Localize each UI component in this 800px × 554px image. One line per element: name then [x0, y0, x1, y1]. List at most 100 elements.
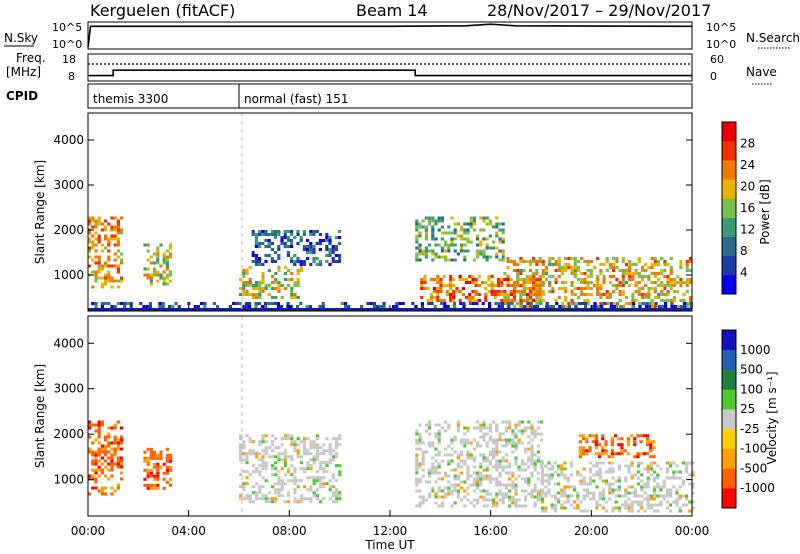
echo-cell: [162, 261, 166, 265]
echo-cell: [162, 471, 166, 475]
echo-cell: [444, 420, 448, 424]
echo-cell: [258, 485, 262, 489]
echo-cell: [91, 285, 95, 289]
echo-cell: [274, 296, 278, 299]
echo-cell: [513, 281, 517, 284]
echo-cell: [628, 260, 632, 263]
echo-cell: [490, 290, 494, 293]
echo-cell: [290, 440, 294, 444]
echo-cell: [508, 438, 512, 442]
echo-cell: [516, 275, 520, 278]
echo-cell: [620, 446, 624, 450]
echo-cell: [158, 302, 162, 305]
echo-cell: [592, 266, 597, 269]
echo-cell: [512, 296, 517, 299]
echo-cell: [548, 281, 552, 284]
colorbar-tick-label: 4: [740, 266, 748, 280]
echo-cell: [485, 258, 489, 262]
echo-cell: [424, 498, 428, 502]
echo-cell: [104, 459, 108, 463]
echo-cell: [251, 230, 255, 233]
echo-cell: [312, 251, 316, 254]
echo-cell: [525, 305, 529, 308]
echo-cell: [643, 491, 647, 495]
echo-cell: [533, 483, 537, 487]
echo-cell: [293, 293, 297, 296]
echo-cell: [611, 488, 615, 492]
echo-cell: [608, 482, 612, 486]
echo-cell: [461, 293, 465, 296]
echo-cell: [512, 260, 517, 263]
echo-cell: [527, 420, 531, 424]
echo-cell: [550, 476, 554, 480]
echo-cell: [267, 239, 271, 242]
echo-cell: [344, 305, 348, 308]
echo-cell: [299, 497, 303, 501]
cpid-frame: [87, 83, 693, 109]
echo-cell: [335, 479, 339, 483]
echo-cell: [511, 471, 515, 475]
echo-cell: [582, 482, 586, 486]
echo-cell: [550, 467, 554, 471]
echo-cell: [283, 449, 287, 453]
echo-cell: [485, 468, 489, 472]
echo-cell: [650, 257, 654, 260]
echo-cell: [506, 257, 510, 260]
echo-cell: [421, 462, 425, 466]
echo-cell: [665, 488, 669, 492]
echo-cell: [293, 467, 297, 471]
echo-cell: [97, 426, 101, 430]
echo-cell: [630, 434, 634, 438]
echo-cell: [501, 231, 505, 235]
echo-cell: [644, 263, 648, 266]
echo-cell: [653, 491, 657, 495]
echo-cell: [669, 488, 673, 492]
echo-cell: [685, 281, 689, 284]
echo-cell: [431, 225, 435, 229]
echo-cell: [274, 230, 278, 233]
echo-cell: [434, 219, 438, 223]
echo-cell: [312, 494, 316, 498]
colorbar-swatch: [722, 389, 736, 410]
echo-cell: [325, 470, 329, 474]
echo-cell: [251, 287, 255, 290]
echo-cell: [123, 302, 127, 305]
echo-cell: [421, 468, 425, 472]
echo-cell: [277, 494, 281, 498]
echo-cell: [434, 252, 438, 256]
echo-cell: [465, 278, 469, 281]
echo-cell: [280, 239, 284, 242]
echo-cell: [508, 504, 512, 508]
echo-cell: [573, 272, 577, 275]
echo-cell: [576, 473, 580, 477]
echo-cell: [544, 491, 548, 495]
echo-cell: [488, 429, 492, 433]
echo-cell: [519, 257, 523, 260]
echo-cell: [573, 506, 577, 510]
echo-cell: [261, 281, 265, 284]
echo-cell: [643, 485, 647, 489]
echo-cell: [453, 222, 457, 226]
echo-cell: [583, 299, 587, 302]
echo-cell: [669, 476, 673, 480]
echo-cell: [254, 242, 258, 245]
echo-cell: [251, 449, 255, 453]
echo-cell: [601, 479, 605, 483]
echo-cell: [680, 305, 684, 308]
echo-cell: [691, 500, 695, 504]
echo-cell: [656, 509, 660, 513]
echo-cell: [495, 231, 499, 235]
echo-cell: [440, 237, 444, 241]
echo-cell: [548, 257, 552, 260]
echo-cell: [611, 470, 615, 474]
echo-cell: [153, 483, 157, 487]
echo-cell: [283, 455, 287, 459]
echo-cell: [328, 461, 332, 465]
echo-cell: [669, 299, 673, 302]
echo-cell: [647, 287, 651, 290]
echo-cell: [239, 278, 243, 281]
echo-cell: [401, 302, 405, 305]
echo-cell: [517, 438, 521, 442]
echo-cell: [321, 302, 325, 305]
echo-cell: [685, 290, 689, 293]
